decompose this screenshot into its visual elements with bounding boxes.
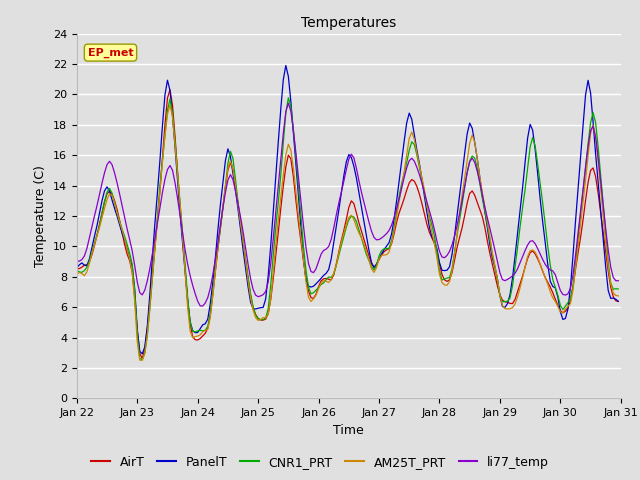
PanelT [196, 326, 204, 332]
PanelT [390, 216, 398, 222]
li77_temp [614, 278, 622, 284]
CNR1_PRT [138, 357, 146, 363]
Title: Temperatures: Temperatures [301, 16, 396, 30]
PanelT [385, 240, 393, 245]
Text: EP_met: EP_met [88, 48, 133, 58]
AirT [73, 265, 81, 271]
AM25T_PRT [536, 262, 544, 267]
li77_temp [493, 259, 501, 264]
PanelT [282, 62, 290, 68]
Line: AM25T_PRT: AM25T_PRT [77, 105, 618, 360]
AirT [166, 87, 174, 93]
AirT [199, 333, 207, 339]
CNR1_PRT [390, 225, 398, 231]
X-axis label: Time: Time [333, 424, 364, 437]
li77_temp [194, 298, 202, 304]
AirT [536, 262, 544, 267]
li77_temp [385, 228, 393, 233]
PanelT [536, 196, 544, 202]
AirT [614, 299, 622, 304]
CNR1_PRT [493, 277, 501, 283]
CNR1_PRT [211, 266, 219, 272]
AirT [385, 246, 393, 252]
AirT [214, 246, 221, 252]
PanelT [138, 351, 146, 357]
PanelT [614, 299, 622, 304]
Legend: AirT, PanelT, CNR1_PRT, AM25T_PRT, li77_temp: AirT, PanelT, CNR1_PRT, AM25T_PRT, li77_… [86, 451, 554, 474]
AM25T_PRT [493, 276, 501, 282]
CNR1_PRT [73, 268, 81, 274]
AM25T_PRT [166, 102, 174, 108]
li77_temp [285, 100, 292, 106]
AM25T_PRT [614, 293, 622, 299]
AirT [493, 283, 501, 289]
CNR1_PRT [196, 327, 204, 333]
AM25T_PRT [214, 245, 221, 251]
CNR1_PRT [285, 95, 292, 101]
Line: CNR1_PRT: CNR1_PRT [77, 98, 618, 360]
AirT [390, 231, 398, 237]
li77_temp [199, 303, 207, 309]
Line: li77_temp: li77_temp [77, 103, 618, 306]
Line: PanelT: PanelT [77, 65, 618, 354]
Line: AirT: AirT [77, 90, 618, 359]
PanelT [211, 255, 219, 261]
AirT [138, 356, 146, 361]
PanelT [73, 265, 81, 271]
CNR1_PRT [536, 181, 544, 187]
AM25T_PRT [136, 357, 143, 363]
CNR1_PRT [614, 286, 622, 292]
li77_temp [536, 251, 544, 257]
li77_temp [390, 215, 398, 220]
AM25T_PRT [199, 329, 207, 335]
li77_temp [211, 257, 219, 263]
AM25T_PRT [385, 249, 393, 255]
Y-axis label: Temperature (C): Temperature (C) [35, 165, 47, 267]
PanelT [493, 276, 501, 282]
AM25T_PRT [73, 272, 81, 277]
AM25T_PRT [390, 228, 398, 233]
CNR1_PRT [385, 245, 393, 251]
li77_temp [73, 259, 81, 264]
